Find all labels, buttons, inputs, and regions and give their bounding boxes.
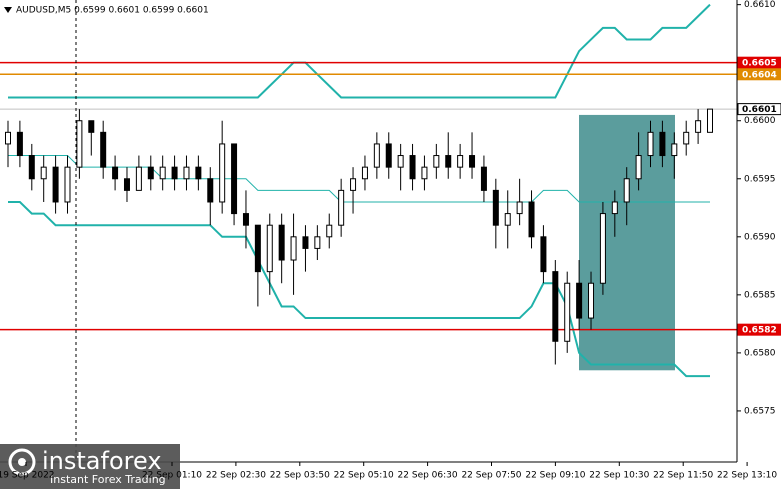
- x-tick-label: 22 Sep 13:10: [717, 471, 777, 481]
- candle-body: [242, 213, 249, 226]
- candle-body: [28, 155, 35, 180]
- candle-body: [611, 201, 618, 215]
- x-tick-label: 22 Sep 09:10: [525, 471, 585, 481]
- candle-body: [254, 224, 261, 273]
- candle-body: [278, 224, 285, 261]
- candle-body: [504, 213, 511, 226]
- candle-body: [599, 213, 606, 284]
- candle-body: [123, 178, 130, 191]
- x-tick-label: 22 Sep 11:50: [653, 471, 713, 481]
- candle-body: [683, 131, 690, 145]
- candle-body: [576, 282, 583, 319]
- candle-body: [647, 131, 654, 157]
- candle-body: [171, 166, 178, 180]
- candle-body: [445, 155, 452, 168]
- bollinger-band: [8, 155, 710, 203]
- candle-body: [40, 166, 47, 180]
- y-tick-label: 0.6580: [744, 348, 776, 358]
- candle-body: [5, 131, 11, 145]
- candle-body: [457, 155, 464, 168]
- candle-body: [64, 166, 71, 203]
- level-label-box: [737, 323, 781, 336]
- candle-body: [564, 282, 571, 342]
- bollinger-band: [8, 3, 711, 99]
- highlight-zone: [579, 114, 675, 371]
- y-tick-label: 0.6590: [744, 232, 776, 242]
- candle-body: [231, 143, 238, 215]
- candle-body: [290, 236, 297, 261]
- candle-body: [623, 178, 630, 203]
- candle-body: [16, 131, 23, 157]
- candle-body: [183, 166, 190, 180]
- current-price-label: 0.6601: [742, 105, 777, 115]
- candle-body: [671, 143, 678, 157]
- candle-body: [112, 166, 119, 180]
- watermark-logo-dot: [18, 458, 26, 466]
- candle-body: [266, 224, 273, 273]
- candle-body: [552, 271, 559, 342]
- candle-body: [373, 143, 380, 168]
- candle-body: [219, 143, 226, 203]
- x-tick-label: 22 Sep 10:30: [589, 471, 649, 481]
- candle-body: [469, 155, 476, 168]
- symbol-arrow: [4, 7, 12, 13]
- candle-body: [588, 282, 595, 319]
- candle-body: [409, 155, 416, 180]
- plot-area: [0, 3, 737, 378]
- candle-body: [707, 108, 713, 133]
- bollinger-band: [8, 200, 710, 378]
- candle-body: [492, 189, 499, 226]
- candle-body: [480, 166, 487, 191]
- watermark: instaforex Instant Forex Trading: [0, 444, 180, 489]
- candle-body: [302, 236, 309, 249]
- x-tick-label: 22 Sep 02:30: [206, 471, 266, 481]
- y-tick-label: 0.6610: [744, 0, 776, 10]
- candle-body: [421, 166, 428, 180]
- candle-body: [76, 120, 83, 168]
- candle-body: [528, 201, 535, 238]
- x-tick-label: 19 Sep 2022: [0, 471, 55, 481]
- candle-body: [135, 166, 142, 191]
- x-tick-label: 22 Sep 05:10: [334, 471, 394, 481]
- candle-body: [540, 236, 547, 273]
- y-tick-label: 0.6600: [744, 116, 776, 126]
- candle-body: [88, 120, 95, 133]
- candle-body: [195, 166, 202, 180]
- candle-body: [207, 178, 214, 203]
- candle-body: [516, 201, 523, 215]
- y-tick-label: 0.6585: [744, 290, 776, 300]
- candle-body: [100, 131, 107, 168]
- candle-body: [338, 189, 345, 226]
- chart-title: AUDUSD,M5 0.6599 0.6601 0.6599 0.6601: [16, 6, 209, 16]
- level-label: 0.6604: [742, 70, 777, 80]
- candle-body: [635, 155, 642, 180]
- candle-body: [361, 166, 368, 180]
- x-tick-label: 22 Sep 07:50: [461, 471, 521, 481]
- level-label: 0.6582: [742, 326, 777, 336]
- candle-body: [314, 236, 321, 249]
- y-tick-label: 0.6575: [744, 406, 776, 416]
- level-label-box: [737, 56, 781, 69]
- watermark-tagline: Instant Forex Trading: [50, 473, 166, 486]
- x-tick-label: 22 Sep 06:30: [398, 471, 458, 481]
- candle-body: [397, 155, 404, 168]
- candle-body: [695, 120, 702, 133]
- watermark-logo: [8, 448, 36, 476]
- candle-body: [385, 143, 392, 168]
- candle-body: [159, 166, 166, 180]
- candle-body: [326, 224, 333, 238]
- candle-body: [52, 166, 59, 203]
- candle-body: [659, 131, 666, 157]
- candle-body: [433, 155, 440, 168]
- current-price-label-box: [737, 103, 781, 116]
- candle-body: [350, 178, 357, 191]
- y-tick-label: 0.6595: [744, 174, 776, 184]
- level-label: 0.6605: [742, 59, 777, 69]
- level-label-box: [737, 68, 781, 81]
- x-tick-label: 22 Sep 03:50: [270, 471, 330, 481]
- candle-body: [147, 166, 154, 180]
- watermark-brand: instaforex: [42, 447, 162, 475]
- x-tick-label: 22 Sep 01:10: [142, 471, 202, 481]
